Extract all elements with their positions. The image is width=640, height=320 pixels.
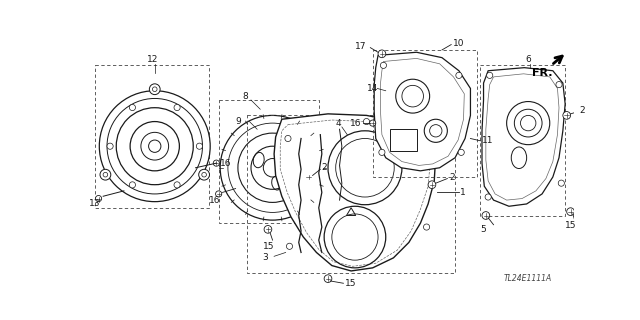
Bar — [219, 100, 319, 223]
Text: 3: 3 — [262, 253, 268, 262]
Polygon shape — [482, 68, 565, 206]
Text: 1: 1 — [460, 188, 466, 197]
Text: 2: 2 — [322, 163, 328, 172]
Circle shape — [364, 118, 369, 124]
Text: 16: 16 — [209, 196, 221, 204]
Text: 2: 2 — [580, 106, 586, 115]
Circle shape — [566, 208, 575, 215]
Text: 2: 2 — [449, 172, 454, 181]
Text: 16: 16 — [220, 159, 232, 168]
Text: 5: 5 — [481, 225, 486, 234]
Circle shape — [305, 173, 312, 181]
Circle shape — [424, 224, 429, 230]
Text: 8: 8 — [243, 92, 248, 101]
Circle shape — [486, 72, 493, 78]
Circle shape — [174, 182, 180, 188]
Circle shape — [107, 143, 113, 149]
Circle shape — [456, 72, 462, 78]
Text: 9: 9 — [236, 117, 241, 126]
Text: 10: 10 — [452, 38, 464, 47]
Circle shape — [220, 116, 325, 220]
Circle shape — [558, 180, 564, 186]
Circle shape — [174, 104, 180, 111]
Text: 6: 6 — [525, 55, 531, 64]
Circle shape — [103, 172, 108, 177]
Text: 11: 11 — [482, 136, 493, 145]
Bar — [390, 129, 417, 151]
Circle shape — [485, 194, 492, 200]
Text: 15: 15 — [345, 279, 356, 288]
Circle shape — [99, 91, 210, 202]
Text: 17: 17 — [355, 42, 367, 51]
Circle shape — [380, 62, 387, 68]
Bar — [247, 116, 455, 273]
Circle shape — [287, 243, 292, 249]
Circle shape — [264, 226, 272, 233]
Bar — [95, 65, 209, 208]
Circle shape — [379, 149, 385, 156]
Circle shape — [198, 169, 209, 180]
Text: 15: 15 — [262, 242, 274, 251]
Text: 14: 14 — [367, 84, 378, 93]
Circle shape — [216, 191, 221, 197]
Circle shape — [285, 135, 291, 141]
Polygon shape — [274, 114, 436, 271]
Circle shape — [129, 182, 136, 188]
Circle shape — [482, 212, 490, 219]
Polygon shape — [374, 52, 470, 171]
Text: 13: 13 — [90, 199, 101, 208]
Bar — [481, 65, 565, 215]
Circle shape — [378, 50, 386, 58]
Text: 16: 16 — [349, 119, 361, 128]
Bar — [372, 50, 477, 177]
Circle shape — [95, 196, 102, 202]
Circle shape — [458, 149, 464, 156]
Text: 4: 4 — [336, 119, 341, 128]
Circle shape — [556, 82, 562, 88]
Circle shape — [213, 160, 220, 166]
Text: 12: 12 — [147, 55, 158, 64]
Circle shape — [100, 169, 111, 180]
Circle shape — [149, 84, 160, 95]
Circle shape — [425, 147, 431, 153]
Text: TL24E1111A: TL24E1111A — [504, 274, 552, 283]
Circle shape — [563, 112, 570, 119]
Circle shape — [152, 87, 157, 92]
Circle shape — [129, 104, 136, 111]
Circle shape — [369, 120, 376, 126]
Circle shape — [324, 275, 332, 283]
Circle shape — [202, 172, 207, 177]
Text: FR.: FR. — [532, 68, 552, 78]
Circle shape — [196, 143, 202, 149]
Circle shape — [428, 181, 436, 188]
Text: 15: 15 — [565, 221, 577, 230]
